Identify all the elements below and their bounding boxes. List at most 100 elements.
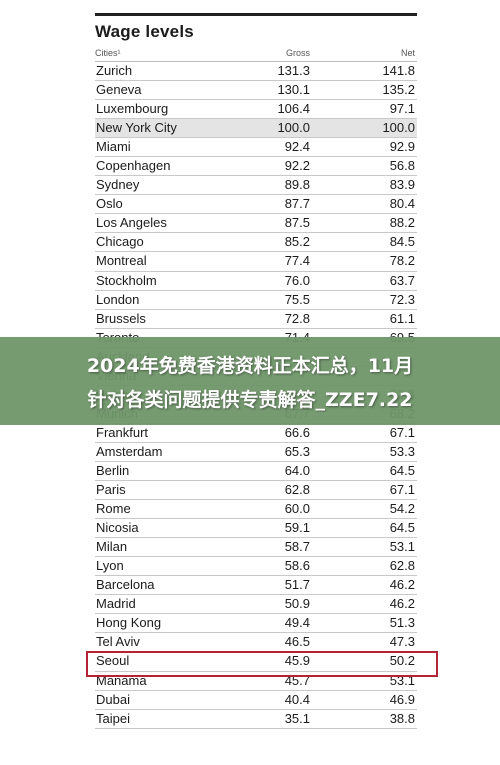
net-cell: 63.7 bbox=[389, 272, 415, 288]
gross-cell: 59.1 bbox=[284, 520, 310, 536]
table-row: Milan 58.7 53.1 bbox=[95, 538, 417, 558]
banner-line-1: 2024年免费香港资料正本汇总，11月 bbox=[86, 355, 414, 377]
gross-cell: 85.2 bbox=[284, 234, 310, 250]
city-cell: Copenhagen bbox=[96, 158, 171, 174]
table-row: Madrid 50.9 46.2 bbox=[95, 595, 417, 615]
table-row: Copenhagen 92.2 56.8 bbox=[95, 157, 417, 177]
city-cell: Berlin bbox=[96, 462, 130, 478]
net-cell: 92.9 bbox=[389, 139, 415, 155]
banner-line-2: 针对各类问题提供专责解答_ZZE7.22 bbox=[87, 389, 413, 411]
city-cell: Zurich bbox=[96, 63, 133, 78]
net-cell: 78.2 bbox=[389, 253, 415, 269]
net-cell: 67.1 bbox=[389, 424, 415, 440]
net-cell: 46.2 bbox=[389, 596, 415, 612]
table-row: Sydney 89.8 83.9 bbox=[95, 176, 417, 196]
table-row: Chicago 85.2 84.5 bbox=[95, 233, 417, 253]
city-cell: Taipei bbox=[96, 710, 130, 726]
net-cell: 100.0 bbox=[382, 120, 415, 136]
column-header-gross: Gross bbox=[285, 48, 310, 58]
table-row: New York City 100.0 100.0 bbox=[95, 119, 417, 139]
net-cell: 64.5 bbox=[389, 520, 415, 536]
gross-cell: 40.4 bbox=[284, 691, 310, 707]
gross-cell: 45.9 bbox=[284, 653, 310, 669]
table-row: Hong Kong 49.4 51.3 bbox=[95, 614, 417, 634]
table-row: Miami 92.4 92.9 bbox=[95, 138, 417, 158]
table-row: Nicosia 59.1 64.5 bbox=[95, 519, 417, 539]
table-row: Dubai 40.4 46.9 bbox=[95, 691, 417, 710]
table-row: Tel Aviv 46.5 47.3 bbox=[95, 633, 417, 653]
table-row: Berlin 64.0 64.5 bbox=[95, 462, 417, 482]
gross-cell: 130.1 bbox=[277, 82, 310, 98]
table-row: Luxembourg 106.4 97.1 bbox=[95, 100, 417, 120]
overlay-banner: 2024年免费香港资料正本汇总，11月 针对各类问题提供专责解答_ZZE7.22 bbox=[0, 337, 500, 425]
table-row: London 75.5 72.3 bbox=[95, 291, 417, 310]
table-row: Los Angeles 87.5 88.2 bbox=[95, 214, 417, 234]
gross-cell: 76.0 bbox=[284, 272, 310, 288]
net-cell: 72.3 bbox=[389, 291, 415, 307]
net-cell: 135.2 bbox=[382, 82, 415, 98]
gross-cell: 106.4 bbox=[277, 101, 310, 117]
city-cell: Dubai bbox=[96, 691, 130, 707]
table-row: Montreal 77.4 78.2 bbox=[95, 252, 417, 272]
city-cell: Frankfurt bbox=[96, 424, 149, 440]
net-cell: 54.2 bbox=[389, 501, 415, 517]
city-cell: Sydney bbox=[96, 177, 140, 193]
gross-cell: 65.3 bbox=[284, 443, 310, 459]
table-body: Zurich 131.3 141.8 Geneva 130.1 135.2 Luxembou… bbox=[95, 62, 417, 729]
gross-cell: 49.4 bbox=[284, 615, 310, 631]
net-cell: 83.9 bbox=[389, 177, 415, 193]
table-row: Geneva 130.1 135.2 bbox=[95, 81, 417, 101]
city-cell: Geneva bbox=[96, 82, 142, 98]
net-cell: 56.8 bbox=[389, 158, 415, 174]
city-cell: London bbox=[96, 291, 140, 307]
net-cell: 62.8 bbox=[389, 558, 415, 574]
net-cell: 64.5 bbox=[389, 462, 415, 478]
gross-cell: 66.6 bbox=[284, 424, 310, 440]
net-cell: 141.8 bbox=[382, 63, 415, 78]
gross-cell: 64.0 bbox=[284, 462, 310, 478]
gross-cell: 35.1 bbox=[284, 710, 310, 726]
net-cell: 50.2 bbox=[389, 653, 415, 669]
header-rule bbox=[95, 61, 417, 62]
table-row: Oslo 87.7 80.4 bbox=[95, 195, 417, 215]
city-cell: Brussels bbox=[96, 310, 146, 326]
gross-cell: 87.7 bbox=[284, 196, 310, 212]
net-cell: 38.8 bbox=[389, 710, 415, 726]
table-row: Lyon 58.6 62.8 bbox=[95, 557, 417, 577]
net-cell: 88.2 bbox=[389, 215, 415, 231]
gross-cell: 75.5 bbox=[284, 291, 310, 307]
table-row: Rome 60.0 54.2 bbox=[95, 500, 417, 520]
table-row: Taipei 35.1 38.8 bbox=[95, 710, 417, 729]
gross-cell: 62.8 bbox=[284, 482, 310, 498]
column-header-net: Net bbox=[400, 48, 415, 58]
column-header-city: Cities¹ bbox=[95, 48, 121, 58]
city-cell: Nicosia bbox=[96, 520, 139, 536]
city-cell: New York City bbox=[96, 120, 177, 136]
city-cell: Barcelona bbox=[96, 577, 155, 593]
city-cell: Chicago bbox=[96, 234, 144, 250]
gross-cell: 77.4 bbox=[284, 253, 310, 269]
city-cell: Amsterdam bbox=[96, 443, 163, 459]
gross-cell: 46.5 bbox=[284, 634, 310, 650]
gross-cell: 58.6 bbox=[284, 558, 310, 574]
gross-cell: 100.0 bbox=[277, 120, 310, 136]
table-title: Wage levels bbox=[95, 22, 194, 41]
table-row: Stockholm 76.0 63.7 bbox=[95, 272, 417, 291]
table-row: Frankfurt 66.6 67.1 bbox=[95, 424, 417, 443]
city-cell: Lyon bbox=[96, 558, 124, 574]
gross-cell: 50.9 bbox=[284, 596, 310, 612]
table-row: Barcelona 51.7 46.2 bbox=[95, 576, 417, 596]
table-row: Amsterdam 65.3 53.3 bbox=[95, 443, 417, 462]
city-cell: Luxembourg bbox=[96, 101, 169, 117]
table-row: Zurich 131.3 141.8 bbox=[95, 62, 417, 82]
gross-cell: 92.2 bbox=[284, 158, 310, 174]
net-cell: 97.1 bbox=[389, 101, 415, 117]
city-cell: Seoul bbox=[96, 653, 130, 669]
gross-cell: 51.7 bbox=[284, 577, 310, 593]
gross-cell: 87.5 bbox=[284, 215, 310, 231]
city-cell: Los Angeles bbox=[96, 215, 167, 231]
table-row: Brussels 72.8 61.1 bbox=[95, 310, 417, 329]
city-cell: Milan bbox=[96, 539, 128, 555]
gross-cell: 92.4 bbox=[284, 139, 310, 155]
net-cell: 61.1 bbox=[389, 310, 415, 326]
